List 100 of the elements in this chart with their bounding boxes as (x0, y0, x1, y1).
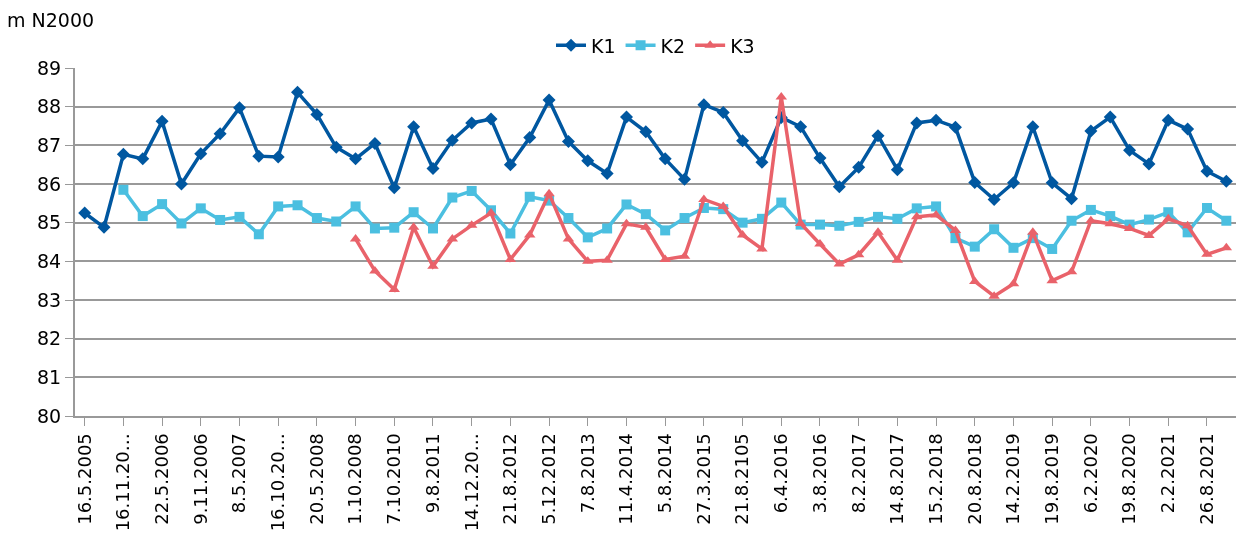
point (505, 228, 516, 239)
x-tick-label: 14.2.2019 (1002, 433, 1024, 525)
point (890, 163, 904, 177)
point (426, 162, 440, 176)
x-tick-label: 19.8.2020 (1118, 433, 1140, 525)
point (116, 147, 130, 161)
point (697, 98, 711, 112)
point (215, 214, 226, 225)
y-axis-title: m N2000 (7, 9, 95, 31)
x-tick-label: 14.8.2017 (886, 433, 908, 525)
point (853, 216, 864, 227)
x-tick-label: 8.5.2007 (228, 433, 250, 514)
y-tick-label: 84 (37, 249, 62, 272)
point (408, 207, 419, 218)
point (619, 110, 633, 124)
point (660, 225, 671, 236)
point (892, 213, 903, 224)
point (563, 213, 574, 224)
x-tick-label: 9.11.2006 (189, 433, 211, 525)
point (736, 134, 750, 148)
x-tick-label: 21.8.2105 (731, 433, 753, 525)
point (447, 192, 458, 203)
x-tick-label: 6.4.2016 (770, 433, 792, 514)
point (621, 199, 632, 210)
x-tick-label: 9.8.2011 (421, 433, 443, 514)
x-tick-label: 7.8.2013 (576, 433, 598, 514)
point (1221, 215, 1232, 226)
x-tick-label: 2.2.2021 (1157, 433, 1179, 514)
point (832, 180, 846, 194)
point (174, 177, 188, 191)
point (1163, 207, 1174, 218)
point (1142, 157, 1156, 171)
legend-label: K2 (660, 34, 686, 57)
x-tick-label: 5.12.2012 (537, 433, 559, 525)
point (387, 181, 401, 195)
point (1046, 275, 1058, 284)
point (1045, 176, 1059, 190)
point (195, 203, 206, 214)
point (118, 184, 129, 195)
point (679, 213, 690, 224)
point (252, 149, 266, 163)
x-tick-label: 16.10.20… (267, 433, 289, 532)
point (1065, 192, 1079, 206)
point (466, 185, 477, 196)
point (1143, 214, 1154, 225)
point (232, 101, 246, 115)
point (852, 160, 866, 174)
point (581, 154, 595, 168)
point (678, 172, 692, 186)
point (291, 85, 305, 99)
point (658, 152, 672, 166)
y-tick-label: 83 (37, 288, 62, 311)
point (253, 229, 264, 240)
point (834, 220, 845, 231)
x-tick-label: 14.12.20… (460, 433, 482, 532)
x-tick-label: 11.4.2014 (615, 433, 637, 525)
x-tick-label: 16.5.2005 (73, 433, 95, 525)
x-tick-label: 5.8.2014 (654, 433, 676, 514)
point (310, 107, 324, 121)
x-tick-label: 21.8.2012 (499, 433, 521, 525)
point (234, 211, 245, 222)
y-tick-label: 82 (37, 327, 62, 350)
point (503, 158, 517, 172)
x-tick-label: 7.10.2010 (383, 433, 405, 525)
point (194, 147, 208, 161)
point (987, 192, 1001, 206)
y-tick-label: 89 (37, 56, 62, 79)
point (311, 213, 322, 224)
point (542, 93, 556, 107)
point (78, 206, 92, 220)
point (1085, 215, 1097, 224)
y-tick-label: 86 (37, 172, 62, 195)
point (523, 131, 537, 145)
point (407, 120, 421, 134)
point (369, 223, 380, 234)
x-tick-label: 3.8.2016 (808, 433, 830, 514)
point (1201, 202, 1212, 213)
point (737, 217, 748, 228)
point (136, 152, 150, 166)
point (176, 218, 187, 229)
point (1084, 124, 1098, 138)
point (969, 241, 980, 252)
point (484, 112, 498, 126)
x-tick-label: 26.8.2021 (1195, 433, 1217, 525)
point (989, 224, 1000, 235)
point (1066, 215, 1077, 226)
x-tick-label: 20.8.2018 (963, 433, 985, 525)
point (582, 232, 593, 243)
x-tick-label: 19.8.2019 (1041, 433, 1063, 525)
point (716, 105, 730, 119)
y-tick-label: 88 (37, 95, 62, 118)
point (1105, 211, 1116, 222)
x-tick-label: 1.10.2008 (344, 433, 366, 525)
point (639, 125, 653, 139)
point (157, 199, 168, 210)
x-tick-label: 22.5.2006 (150, 433, 172, 525)
point (948, 120, 962, 134)
point (873, 211, 884, 222)
point (427, 223, 438, 234)
point (794, 120, 808, 134)
